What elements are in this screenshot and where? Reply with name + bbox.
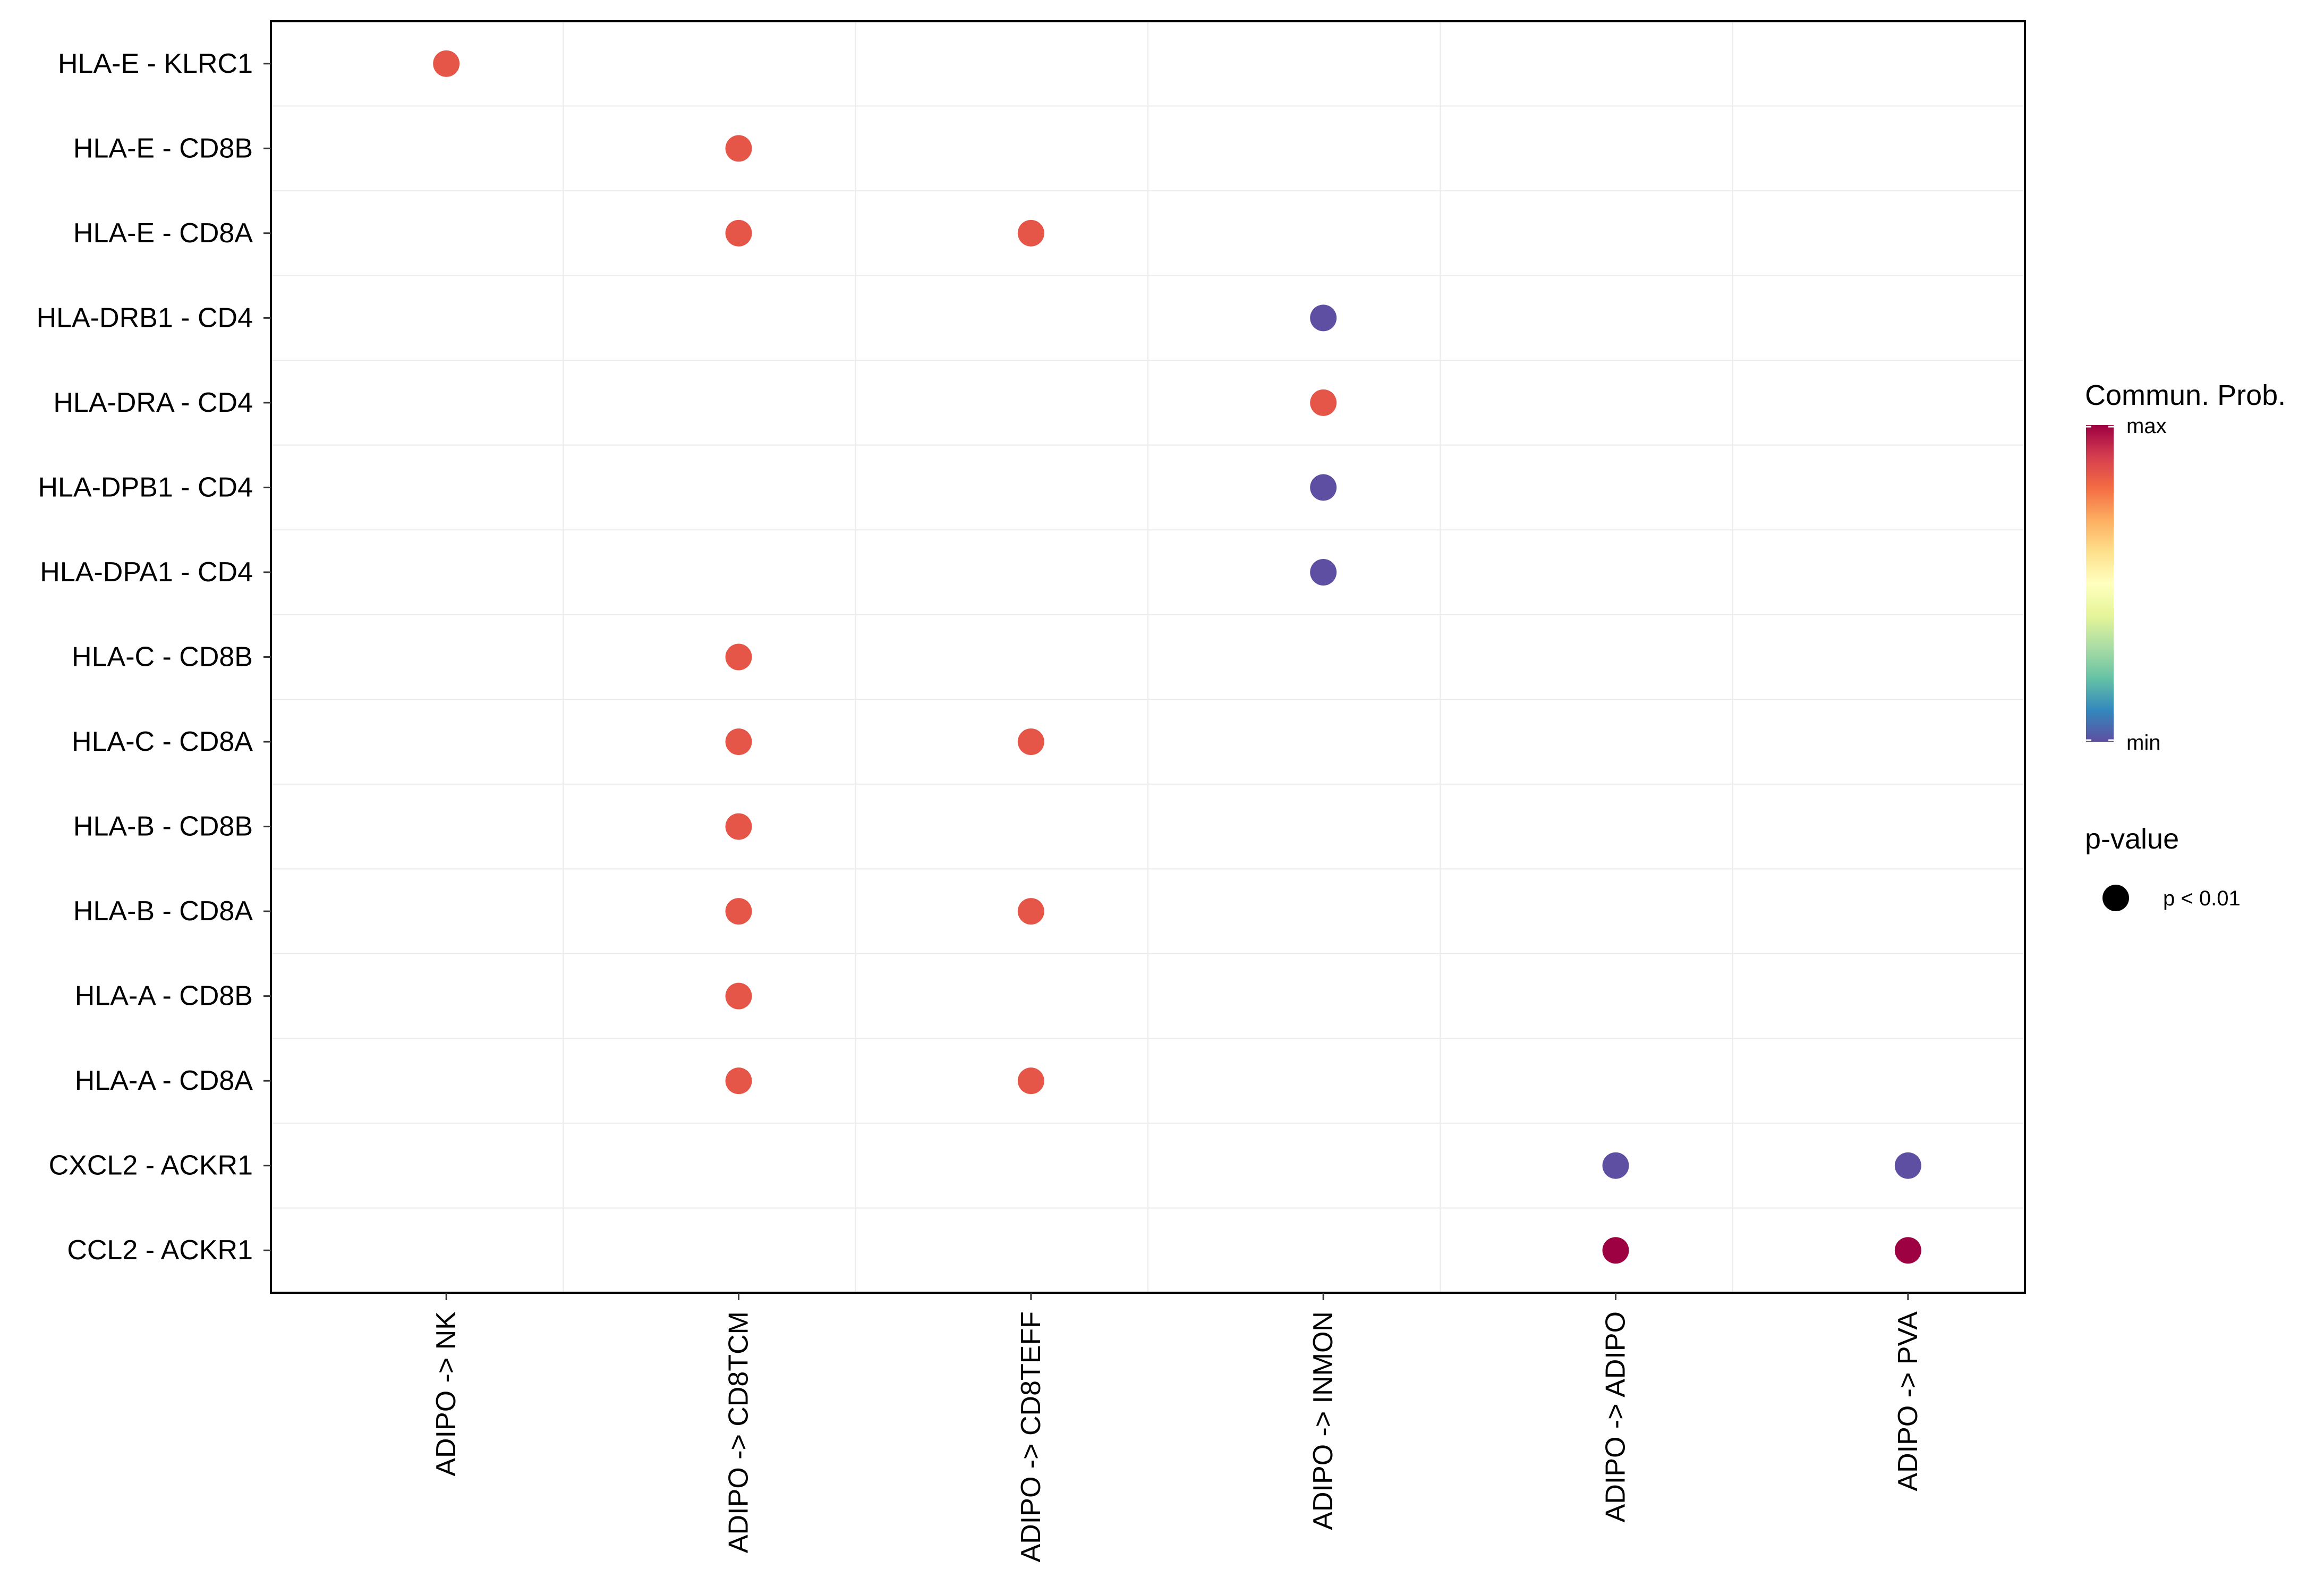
data-point [1017, 728, 1044, 756]
data-point [1894, 1237, 1921, 1264]
data-point [1310, 558, 1337, 586]
y-tick-label: HLA-A - CD8A [75, 1065, 253, 1096]
y-tick-label: HLA-E - CD8B [73, 133, 253, 164]
y-tick-label: HLA-C - CD8A [72, 726, 253, 757]
y-tick-label: HLA-E - KLRC1 [58, 48, 253, 79]
x-tick-label: ADIPO -> ADIPO [1601, 1311, 1631, 1522]
data-point [725, 135, 752, 162]
data-point [1017, 1067, 1044, 1095]
data-point [725, 219, 752, 247]
y-tick-label: HLA-C - CD8B [72, 642, 253, 673]
data-point [1017, 898, 1044, 925]
y-tick-label: HLA-DPA1 - CD4 [40, 557, 253, 588]
x-axis: ADIPO -> NK ADIPO -> CD8TCM ADIPO -> CD8TE… [431, 1293, 1923, 1562]
data-point [1310, 389, 1337, 416]
data-points [433, 50, 1921, 1264]
data-point [725, 898, 752, 925]
data-point [1017, 219, 1044, 247]
y-tick-label: CXCL2 - ACKR1 [49, 1150, 253, 1181]
pvalue-legend-dot [2102, 885, 2129, 911]
y-tick-label: HLA-DPB1 - CD4 [38, 472, 253, 503]
data-point [725, 1067, 752, 1095]
color-legend-min-label: min [2126, 731, 2160, 754]
x-tick-label: ADIPO -> NK [431, 1311, 462, 1477]
color-legend-bar [2086, 425, 2114, 742]
grid-lines [271, 21, 2025, 1293]
y-tick-label: HLA-DRB1 - CD4 [37, 302, 253, 333]
y-tick-label: HLA-B - CD8A [73, 896, 253, 927]
data-point [1602, 1237, 1629, 1264]
data-point [433, 50, 460, 77]
y-tick-label: HLA-E - CD8A [73, 218, 253, 249]
x-tick-label: ADIPO -> INMON [1308, 1311, 1339, 1530]
data-point [1310, 474, 1337, 501]
pvalue-legend-entry-label: p < 0.01 [2163, 887, 2241, 910]
color-legend-title: Commun. Prob. [2085, 379, 2286, 411]
x-tick-label: ADIPO -> PVA [1893, 1311, 1923, 1491]
x-tick-label: ADIPO -> CD8TEFF [1016, 1311, 1046, 1562]
color-legend: Commun. Prob. max min [2085, 379, 2286, 754]
color-legend-max-label: max [2126, 414, 2167, 438]
y-tick-label: HLA-DRA - CD4 [53, 387, 253, 418]
data-point [1602, 1152, 1629, 1179]
pvalue-legend: p-value p < 0.01 [2085, 823, 2241, 911]
data-point [1894, 1152, 1921, 1179]
pvalue-legend-title: p-value [2085, 823, 2179, 855]
y-tick-label: CCL2 - ACKR1 [67, 1235, 253, 1266]
x-tick-label: ADIPO -> CD8TCM [723, 1311, 754, 1553]
data-point [725, 982, 752, 1010]
data-point [725, 643, 752, 671]
data-point [725, 813, 752, 840]
y-tick-label: HLA-B - CD8B [73, 811, 253, 842]
data-point [1310, 304, 1337, 332]
y-tick-label: HLA-A - CD8B [75, 981, 253, 1012]
data-point [725, 728, 752, 756]
y-axis: HLA-E - KLRC1 HLA-E - CD8B HLA-E - CD8A HLA… [37, 48, 271, 1266]
